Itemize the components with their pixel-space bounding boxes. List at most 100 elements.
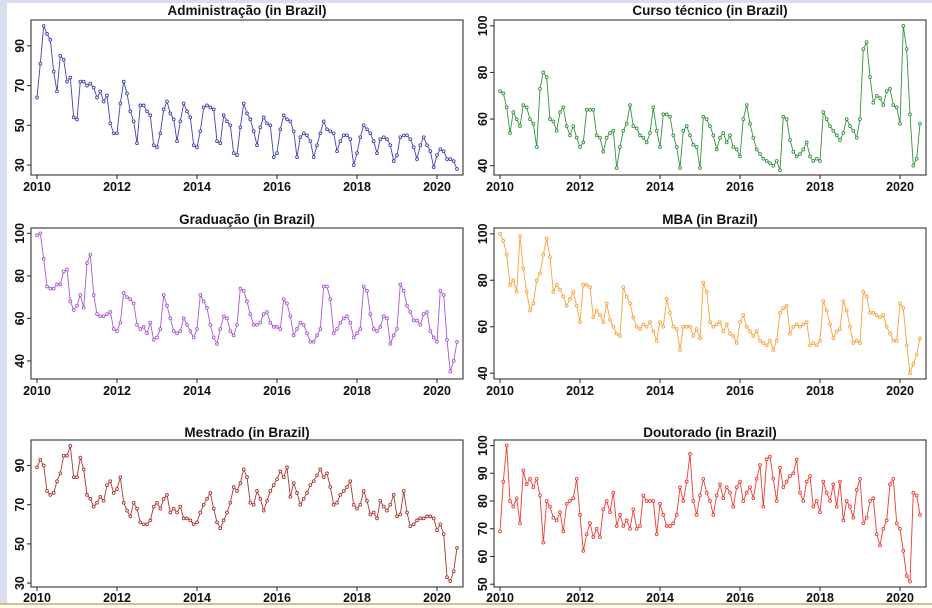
data-point [141, 325, 146, 329]
chart-title: Mestrado (in Brazil) [184, 425, 309, 440]
data-point [644, 324, 649, 329]
data-point [617, 334, 622, 338]
data-point [857, 117, 862, 121]
data-point [587, 285, 592, 290]
data-point [455, 167, 459, 171]
data-point [844, 499, 849, 503]
data-point [275, 325, 279, 329]
data-point [401, 133, 406, 138]
data-point [218, 526, 223, 531]
data-point [271, 483, 276, 487]
y-axis: 30 50 70 90 [13, 458, 31, 590]
data-point [750, 496, 755, 501]
data-point [451, 159, 456, 163]
data-point [178, 329, 183, 333]
data-point [115, 329, 119, 333]
data-point [198, 129, 203, 134]
data-point [215, 139, 219, 144]
data-point [750, 334, 755, 338]
data-point [278, 127, 283, 132]
data-point [664, 297, 669, 301]
data-point [65, 453, 69, 458]
data-point [630, 315, 635, 320]
data-point [145, 522, 149, 527]
data-point [680, 128, 685, 133]
data-point [115, 131, 119, 136]
data-point [530, 301, 535, 306]
data-point [448, 369, 453, 374]
data-point [168, 111, 173, 116]
data-point [800, 147, 805, 152]
data-point [727, 133, 732, 138]
data-point [740, 499, 745, 503]
data-point [627, 526, 632, 531]
data-point [854, 488, 859, 492]
data-point [870, 100, 875, 105]
x-tick-label: 2012 [103, 384, 131, 398]
data-point [847, 504, 852, 509]
data-point [704, 117, 709, 121]
data-point [365, 127, 369, 132]
data-point [897, 301, 902, 306]
data-point [877, 315, 882, 320]
data-point [411, 318, 416, 323]
data-point [624, 518, 629, 523]
x-tick-label: 2020 [886, 591, 914, 603]
data-point [185, 322, 189, 327]
data-point [55, 479, 59, 484]
data-point [507, 499, 512, 503]
x-tick-label: 2020 [886, 180, 914, 194]
data-point [814, 343, 819, 348]
data-point [211, 335, 216, 340]
data-point [448, 579, 453, 583]
data-point [58, 282, 63, 287]
data-point [285, 117, 289, 122]
data-point [827, 124, 832, 128]
data-point [88, 252, 93, 257]
data-point [151, 143, 156, 148]
data-point [238, 125, 243, 130]
data-point [677, 166, 682, 170]
data-point [358, 135, 363, 140]
y-axis: 50 60 70 80 90 100 [476, 435, 494, 591]
data-point [754, 329, 759, 334]
series-line [499, 25, 920, 171]
data-point [597, 135, 602, 140]
data-point [590, 535, 595, 539]
data-point [205, 305, 209, 310]
plot-box [492, 439, 927, 588]
data-point [657, 320, 662, 324]
data-point [760, 341, 765, 345]
data-point [517, 234, 522, 238]
series-line [499, 233, 920, 374]
data-point [727, 490, 732, 495]
data-point [171, 329, 176, 333]
data-point [727, 331, 732, 336]
data-point [88, 496, 93, 501]
data-point [907, 371, 912, 376]
data-point [870, 496, 875, 501]
data-point [707, 499, 712, 503]
data-point [804, 320, 809, 324]
data-point [211, 107, 216, 112]
data-points [497, 23, 922, 173]
data-point [421, 516, 426, 521]
data-point [181, 516, 186, 521]
data-point [275, 151, 279, 155]
data-point [258, 320, 263, 325]
data-point [98, 89, 103, 94]
data-point [620, 128, 625, 133]
data-point [91, 293, 96, 297]
data-point [195, 145, 199, 150]
data-point [261, 115, 266, 120]
data-point [235, 153, 239, 157]
data-point [158, 506, 163, 511]
data-point [35, 95, 39, 100]
data-point [914, 493, 919, 498]
data-point [600, 320, 605, 324]
data-point [794, 457, 799, 462]
data-point [295, 327, 299, 331]
x-tick-label: 2020 [886, 384, 914, 398]
data-point [730, 504, 735, 509]
data-point [637, 133, 642, 138]
